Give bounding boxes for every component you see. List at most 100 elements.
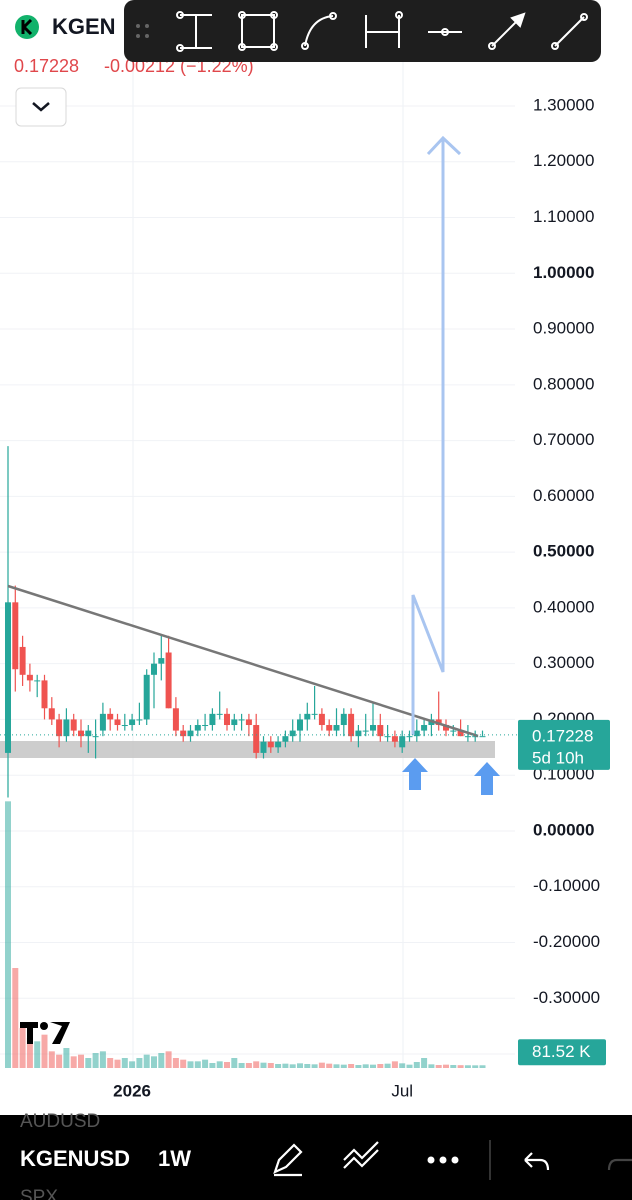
volume-bar (158, 1053, 165, 1068)
candle-body (99, 713, 106, 731)
volume-bar (355, 1065, 362, 1068)
last-price: 0.17228 (14, 56, 79, 76)
undo-icon[interactable] (524, 1152, 550, 1171)
candle-body (413, 730, 420, 737)
candle-body (297, 719, 303, 731)
volume-bar (136, 1058, 143, 1068)
more-icon[interactable] (427, 1156, 459, 1164)
symbol-selector[interactable]: KGENUSD (20, 1146, 130, 1171)
volume-bar (472, 1065, 479, 1068)
candle-body (231, 719, 238, 726)
volume-bar (304, 1064, 311, 1068)
chart-type-icon[interactable] (343, 1141, 379, 1169)
tool-arrow[interactable] (488, 12, 526, 50)
tool-rectangle[interactable] (238, 11, 278, 51)
trend-line[interactable] (7, 584, 479, 738)
y-tick-label: -0.30000 (533, 988, 600, 1007)
symbol-name[interactable]: KGEN (52, 14, 116, 39)
candle-body (370, 725, 376, 731)
candle-body (56, 719, 63, 737)
y-tick-label: 0.00000 (533, 820, 594, 839)
candle-body (78, 730, 84, 737)
candle-body (107, 713, 114, 720)
candle-body (384, 736, 391, 738)
tool-date-range[interactable] (365, 11, 403, 48)
volume-bar (384, 1063, 391, 1068)
candle-body (202, 725, 209, 727)
volume-bar (165, 1051, 172, 1068)
candle-body (158, 658, 165, 664)
volume-label-box (518, 1039, 606, 1066)
candle-body (260, 741, 267, 753)
tool-horizontal-line[interactable] (428, 28, 462, 36)
arrow-up[interactable] (474, 762, 500, 795)
tool-curve[interactable] (301, 12, 337, 50)
candle-body (129, 719, 136, 726)
volume-bar (151, 1056, 157, 1068)
candle-body (479, 736, 486, 738)
redo-icon[interactable] (607, 1158, 632, 1171)
tool-price-range[interactable] (176, 11, 212, 52)
volume-bar (289, 1064, 296, 1068)
volume-bar (370, 1064, 376, 1068)
prev-symbol[interactable]: AUDUSD (20, 1111, 100, 1132)
last-price-label: 0.17228 (532, 726, 593, 745)
volume-bar (202, 1059, 209, 1068)
volume-label: 81.52 K (532, 1042, 591, 1061)
volume-bar (63, 1048, 70, 1068)
interval-selector[interactable]: 1W (158, 1146, 191, 1171)
candle-body (275, 741, 282, 748)
candle-body (165, 652, 172, 709)
volume-bar (194, 1061, 201, 1068)
candle-body (406, 736, 413, 738)
volume-bar (340, 1064, 347, 1068)
candle-body (443, 725, 449, 731)
volume-bar (238, 1063, 245, 1068)
y-tick-label: 1.00000 (533, 263, 594, 282)
y-tick-label: 0.60000 (533, 486, 594, 505)
candle-body (5, 602, 11, 753)
candle-body (457, 730, 464, 737)
draw-icon[interactable] (273, 1143, 303, 1177)
x-axis-area (0, 1068, 632, 1115)
volume-bar (435, 1065, 442, 1068)
volume-bar (457, 1065, 464, 1068)
candle-body (362, 730, 369, 732)
volume-bar (34, 1041, 41, 1068)
candle-body (377, 725, 384, 737)
y-tick-label: 0.70000 (533, 430, 594, 449)
volume-bar (143, 1054, 150, 1068)
volume-layer (5, 801, 486, 1068)
candle-body (224, 713, 230, 726)
tool-trend-line[interactable] (551, 13, 588, 50)
candle-body (187, 730, 194, 737)
candle-body (289, 730, 296, 737)
candle-body (472, 736, 479, 738)
volume-bar (19, 1028, 26, 1068)
candle-body (70, 719, 77, 731)
time-axis: 2026 Jul (113, 1081, 413, 1100)
candle-body (209, 713, 216, 726)
volume-bar (443, 1064, 449, 1068)
candle-body (326, 725, 333, 731)
candle-body (253, 725, 260, 753)
volume-bar (275, 1064, 282, 1068)
next-symbol[interactable]: SPX (20, 1187, 58, 1200)
volume-bar (231, 1058, 238, 1068)
candle-body (311, 713, 318, 715)
volume-bar (406, 1064, 413, 1068)
expand-button[interactable] (15, 87, 67, 127)
volume-bar (267, 1063, 274, 1068)
candle-body (318, 713, 325, 726)
volume-bar (209, 1063, 216, 1068)
candle-body (450, 730, 457, 732)
drawing-toolbar (124, 0, 601, 62)
candle-body (348, 713, 355, 737)
symbol-logo (15, 15, 39, 39)
candle-body (340, 713, 347, 726)
price-overlay: 0.17228 5d 10h 81.52 K (0, 719, 610, 1066)
candle-body (464, 736, 471, 738)
projection-path[interactable] (411, 140, 445, 735)
arrow-up[interactable] (402, 758, 428, 790)
